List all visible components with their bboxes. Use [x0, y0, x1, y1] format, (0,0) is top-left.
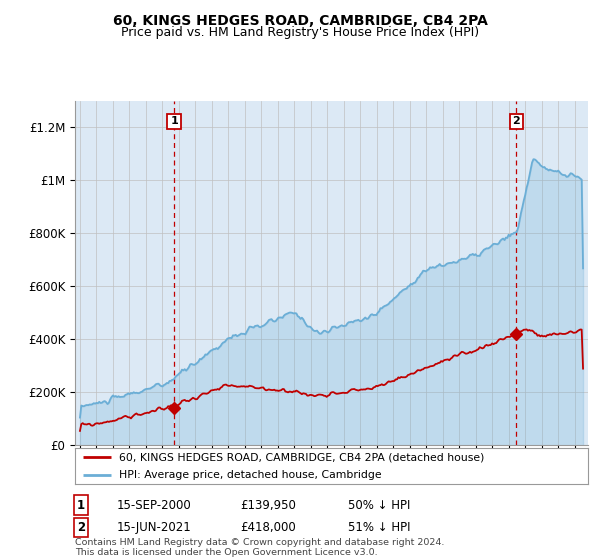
Text: 51% ↓ HPI: 51% ↓ HPI — [348, 521, 410, 534]
Text: £418,000: £418,000 — [240, 521, 296, 534]
Text: 2: 2 — [512, 116, 520, 127]
Text: 50% ↓ HPI: 50% ↓ HPI — [348, 498, 410, 512]
Text: £139,950: £139,950 — [240, 498, 296, 512]
Text: HPI: Average price, detached house, Cambridge: HPI: Average price, detached house, Camb… — [119, 470, 381, 479]
Text: 60, KINGS HEDGES ROAD, CAMBRIDGE, CB4 2PA (detached house): 60, KINGS HEDGES ROAD, CAMBRIDGE, CB4 2P… — [119, 452, 484, 462]
Text: 15-SEP-2000: 15-SEP-2000 — [117, 498, 192, 512]
Text: 2: 2 — [77, 521, 85, 534]
Text: Price paid vs. HM Land Registry's House Price Index (HPI): Price paid vs. HM Land Registry's House … — [121, 26, 479, 39]
Text: 60, KINGS HEDGES ROAD, CAMBRIDGE, CB4 2PA: 60, KINGS HEDGES ROAD, CAMBRIDGE, CB4 2P… — [113, 14, 487, 28]
Text: Contains HM Land Registry data © Crown copyright and database right 2024.
This d: Contains HM Land Registry data © Crown c… — [75, 538, 445, 557]
Text: 15-JUN-2021: 15-JUN-2021 — [117, 521, 192, 534]
Text: 1: 1 — [170, 116, 178, 127]
Text: 1: 1 — [77, 498, 85, 512]
